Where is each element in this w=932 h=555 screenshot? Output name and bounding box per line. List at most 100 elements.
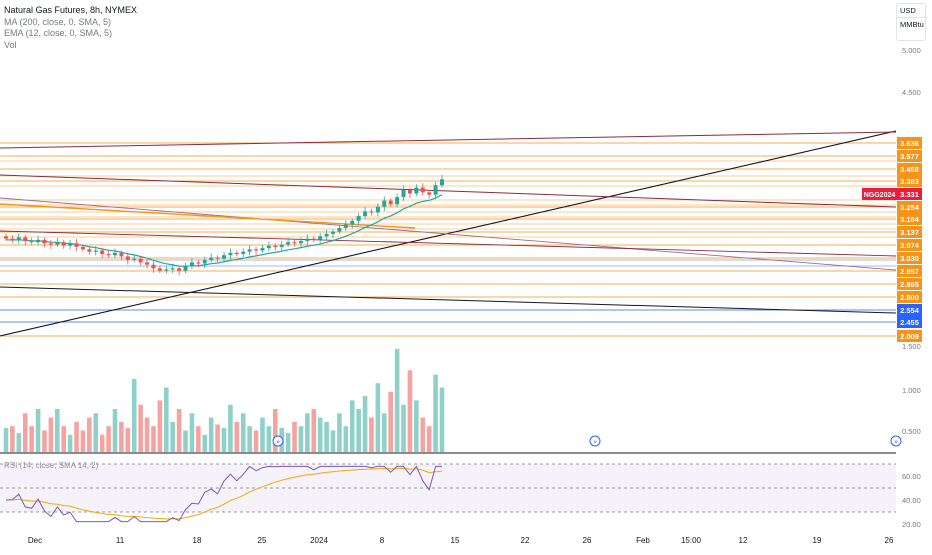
time-tick: 19: [813, 536, 822, 545]
price-level-label: 3.254: [900, 203, 920, 212]
candle-body: [42, 239, 47, 244]
candle-body: [68, 243, 73, 246]
volume-bar: [35, 409, 41, 452]
volume-bar: [170, 421, 176, 452]
volume-bar: [221, 427, 227, 452]
volume-bar: [394, 348, 400, 452]
event-markers: » » »: [272, 435, 902, 447]
volume-bar: [22, 413, 28, 452]
volume-bar: [234, 421, 240, 452]
volume-bar: [356, 409, 361, 452]
volume-bar: [266, 426, 272, 452]
volume-bar: [426, 426, 432, 452]
volume-bar: [362, 396, 368, 452]
candle-body: [151, 264, 156, 269]
candle-body: [440, 179, 444, 186]
rsi-line: [5, 465, 442, 523]
candle-body: [209, 257, 214, 260]
price-level-label: 3.636: [900, 139, 919, 148]
volume-bar: [433, 374, 438, 452]
volume-bar: [87, 417, 92, 452]
price-axis: 3.636 3.577 3.458 3.383 3.254 3.184 3.137 3.074…: [862, 46, 922, 529]
trendline: [0, 230, 897, 257]
trendline: [0, 174, 897, 208]
candle-body: [375, 206, 380, 213]
candle-body: [170, 268, 175, 270]
volume-bar: [29, 426, 34, 452]
candle-body: [222, 255, 226, 259]
indicator-ema[interactable]: EMA (12, close, 0, SMA, 5): [4, 28, 113, 38]
event-marker-glyph: »: [894, 440, 898, 446]
time-tick: 11: [116, 536, 125, 545]
volume-bar: [324, 421, 329, 452]
volume-bar: [317, 417, 323, 452]
price-level-label: 3.184: [900, 215, 920, 224]
volume-bar: [80, 430, 86, 452]
candle-body: [305, 238, 310, 241]
volume-bar: [381, 413, 387, 452]
rsi-legend[interactable]: RSI (14, close, SMA 14, 2): [4, 461, 99, 470]
volume-bar: [112, 409, 118, 452]
volume-bar: [125, 427, 131, 452]
trendlines: [0, 130, 897, 337]
event-marker-glyph: »: [276, 440, 280, 446]
price-level-label: 2.800: [900, 293, 919, 302]
volume-bar: [144, 417, 150, 452]
volume-bar: [439, 387, 445, 452]
candle-body: [157, 268, 162, 271]
volume-bar: [414, 400, 419, 452]
horizontal-levels: [0, 142, 896, 454]
currency-label[interactable]: USD: [900, 6, 916, 15]
candle-body: [318, 236, 323, 240]
price-level-tag: [897, 201, 922, 213]
rsi-pane: [0, 463, 896, 523]
volume-bar: [151, 426, 156, 452]
time-tick: Feb: [636, 536, 650, 545]
currency-unit-box[interactable]: USD MMBtu: [896, 3, 926, 41]
candle-body: [10, 238, 15, 240]
price-level-label: 2.865: [900, 280, 919, 289]
volume-bar: [305, 413, 310, 452]
candle-body: [273, 245, 278, 247]
time-tick: 18: [193, 536, 202, 545]
volume-bar: [208, 417, 214, 452]
volume-bar: [99, 434, 105, 452]
volume-bar: [407, 370, 413, 452]
volume-bar: [67, 434, 73, 452]
candle-body: [363, 211, 368, 217]
price-level-tag: [897, 265, 922, 277]
indicator-vol[interactable]: Vol: [4, 39, 17, 50]
rsi-tick: 60.00: [902, 472, 921, 481]
indicator-ma[interactable]: MA (200, close, 0, SMA, 5): [4, 16, 112, 27]
candle-body: [401, 189, 406, 198]
event-marker-glyph: »: [593, 440, 597, 446]
volume-bar: [61, 426, 67, 452]
chart-legend: Natural Gas Futures, 8h, NYMEX MA (200, …: [4, 5, 137, 51]
candle-body: [48, 243, 53, 245]
candle-body: [145, 262, 150, 265]
candle-body: [177, 268, 182, 271]
price-level-label: 2.957: [900, 267, 919, 276]
time-tick: Dec: [28, 536, 42, 545]
candle-body: [106, 254, 111, 256]
price-level-tag: [897, 213, 922, 225]
price-level-label: 3.030: [900, 254, 919, 263]
price-level-tag: [897, 291, 922, 303]
volume-bar: [285, 433, 291, 452]
volume-bar: [74, 421, 79, 452]
symbol-badge: [862, 188, 897, 200]
candle-body: [202, 259, 207, 264]
price-level-tag: [897, 330, 922, 342]
volume-bar: [369, 417, 374, 452]
time-tick: 12: [739, 536, 748, 545]
volume-bar: [42, 430, 47, 452]
candle-body: [433, 185, 438, 195]
volume-bar: [375, 383, 381, 452]
unit-label[interactable]: MMBtu: [897, 17, 925, 31]
candle-body: [382, 200, 387, 207]
candle-body: [414, 187, 419, 194]
candle-body: [420, 187, 425, 193]
candlesticks: [4, 175, 444, 276]
volume-bar: [215, 424, 220, 452]
